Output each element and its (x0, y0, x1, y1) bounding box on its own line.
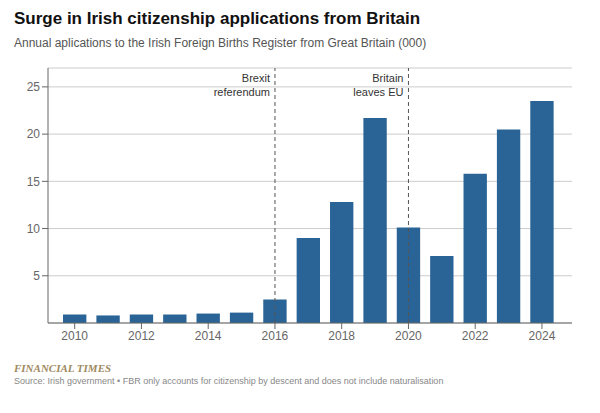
svg-text:2022: 2022 (462, 329, 489, 343)
svg-text:15: 15 (27, 175, 41, 189)
svg-text:2018: 2018 (328, 329, 355, 343)
svg-text:10: 10 (27, 222, 41, 236)
html-text:Source: Irish government • FBR: Source: Irish government • FBR only acco… (14, 376, 444, 386)
svg-text:2024: 2024 (529, 329, 556, 343)
svg-text:Britainleaves EU: Britainleaves EU (353, 72, 403, 98)
svg-text:25: 25 (27, 80, 41, 94)
svg-text:2014: 2014 (195, 329, 222, 343)
svg-text:2012: 2012 (128, 329, 155, 343)
svg-text:20: 20 (27, 127, 41, 141)
svg-text:2016: 2016 (262, 329, 289, 343)
html-text:FINANCIAL TIMES: FINANCIAL TIMES (14, 362, 112, 374)
svg-text:2020: 2020 (395, 329, 422, 343)
svg-text:2010: 2010 (61, 329, 88, 343)
svg-text:Brexitreferendum: Brexitreferendum (214, 72, 270, 98)
html-text:Surge in Irish citizenship app: Surge in Irish citizenship applications … (14, 9, 421, 28)
svg-text:5: 5 (33, 269, 40, 283)
html-text:Annual aplications to the Iris: Annual aplications to the Irish Foreign … (14, 36, 427, 50)
